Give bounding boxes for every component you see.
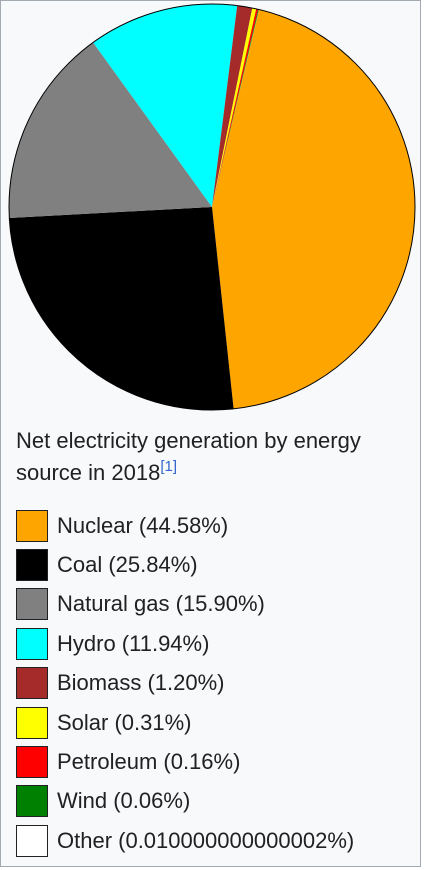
legend-item-other: Other (0.010000000000002%) bbox=[16, 821, 416, 860]
legend-label-coal: Coal (25.84%) bbox=[57, 552, 198, 578]
legend-swatch-petroleum bbox=[16, 746, 48, 779]
reference-link[interactable]: [1] bbox=[160, 458, 178, 475]
legend-swatch-coal bbox=[16, 549, 48, 582]
pie-slice-nuclear bbox=[212, 9, 415, 409]
legend-label-other: Other (0.010000000000002%) bbox=[57, 827, 355, 853]
legend-item-coal: Coal (25.84%) bbox=[16, 545, 416, 584]
chart-caption: Net electricity generation by energy sou… bbox=[16, 425, 416, 489]
legend: Nuclear (44.58%) Coal (25.84%) Natural gas… bbox=[16, 506, 416, 861]
legend-item-natural-gas: Natural gas (15.90%) bbox=[16, 585, 416, 624]
legend-swatch-wind bbox=[16, 785, 48, 818]
legend-item-nuclear: Nuclear (44.58%) bbox=[16, 506, 416, 545]
pie-slice-wind bbox=[212, 9, 259, 207]
legend-swatch-other bbox=[16, 824, 48, 857]
legend-label-biomass: Biomass (1.20%) bbox=[57, 670, 225, 696]
legend-item-solar: Solar (0.31%) bbox=[16, 703, 416, 742]
legend-swatch-biomass bbox=[16, 667, 48, 700]
legend-label-hydro: Hydro (11.94%) bbox=[57, 630, 210, 656]
legend-item-biomass: Biomass (1.20%) bbox=[16, 664, 416, 703]
pie-slice-petroleum bbox=[212, 8, 259, 208]
legend-label-natural-gas: Natural gas (15.90%) bbox=[57, 591, 265, 617]
legend-swatch-hydro bbox=[16, 627, 48, 660]
pie-slice-other bbox=[212, 9, 260, 207]
legend-swatch-natural-gas bbox=[16, 588, 48, 621]
legend-label-wind: Wind (0.06%) bbox=[57, 788, 191, 814]
legend-swatch-solar bbox=[16, 706, 48, 739]
pie-slice-biomass bbox=[212, 5, 253, 207]
pie-chart bbox=[8, 3, 416, 411]
chart-title: Net electricity generation by energy sou… bbox=[16, 428, 361, 485]
legend-item-petroleum: Petroleum (0.16%) bbox=[16, 742, 416, 781]
legend-label-solar: Solar (0.31%) bbox=[57, 709, 192, 735]
pie-slice-coal bbox=[9, 207, 234, 411]
legend-label-nuclear: Nuclear (44.58%) bbox=[57, 512, 229, 538]
pie-outline bbox=[8, 3, 416, 411]
pie-slice-natural-gas bbox=[8, 42, 212, 218]
pie-slice-hydro bbox=[93, 3, 238, 207]
chart-infobox: Net electricity generation by energy sou… bbox=[0, 0, 421, 867]
legend-swatch-nuclear bbox=[16, 509, 48, 542]
legend-item-wind: Wind (0.06%) bbox=[16, 782, 416, 821]
pie-slice-solar bbox=[212, 8, 257, 208]
legend-label-petroleum: Petroleum (0.16%) bbox=[57, 749, 241, 775]
legend-item-hydro: Hydro (11.94%) bbox=[16, 624, 416, 663]
